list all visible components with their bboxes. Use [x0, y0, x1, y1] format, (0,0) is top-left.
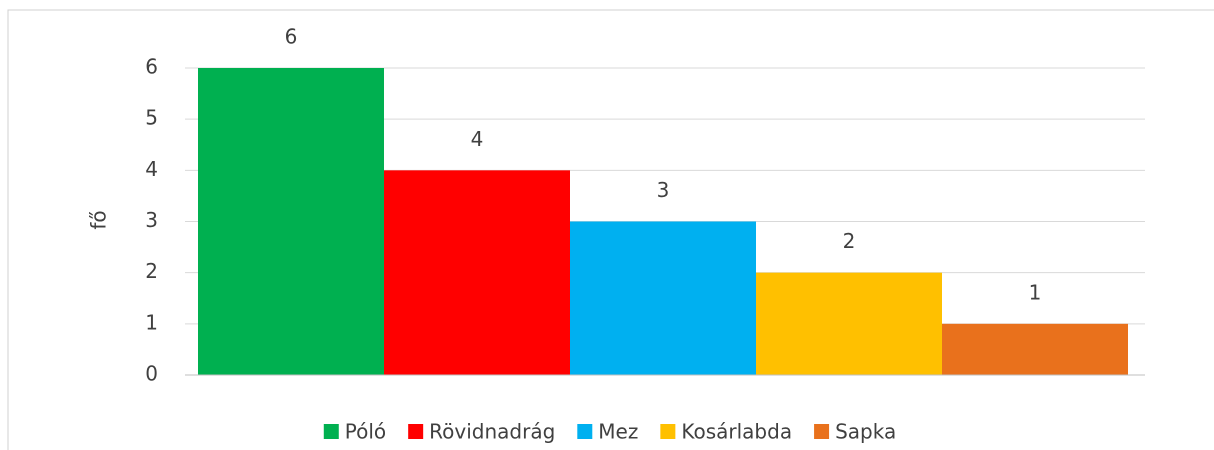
data-label: 3 — [657, 178, 670, 202]
bar — [942, 323, 1128, 375]
data-label: 4 — [471, 127, 484, 151]
data-label: 2 — [843, 229, 856, 253]
bar — [198, 68, 384, 375]
y-tick-label: 2 — [145, 259, 158, 283]
legend-swatch — [408, 424, 424, 439]
y-tick-label: 0 — [145, 362, 158, 386]
legend-label: Rövidnadrág — [429, 420, 555, 444]
legend-swatch — [323, 424, 339, 439]
y-axis-label: fő — [87, 210, 111, 229]
y-tick-label: 6 — [145, 55, 158, 79]
y-tick-label: 3 — [145, 208, 158, 232]
legend-label: Sapka — [835, 420, 896, 444]
legend-swatch — [814, 424, 830, 439]
chart-frame — [7, 9, 1214, 450]
bar — [570, 221, 756, 375]
legend-swatch — [577, 424, 593, 439]
legend-swatch — [660, 424, 676, 439]
data-label: 1 — [1029, 280, 1042, 304]
y-tick-label: 5 — [145, 106, 158, 130]
bar — [756, 272, 942, 375]
legend-label: Póló — [345, 420, 386, 444]
legend-label: Kosárlabda — [681, 420, 792, 444]
y-tick-label: 4 — [145, 157, 158, 181]
bar — [384, 170, 570, 375]
data-label: 6 — [285, 25, 298, 49]
legend-label: Mez — [598, 420, 638, 444]
y-tick-label: 1 — [145, 310, 158, 334]
